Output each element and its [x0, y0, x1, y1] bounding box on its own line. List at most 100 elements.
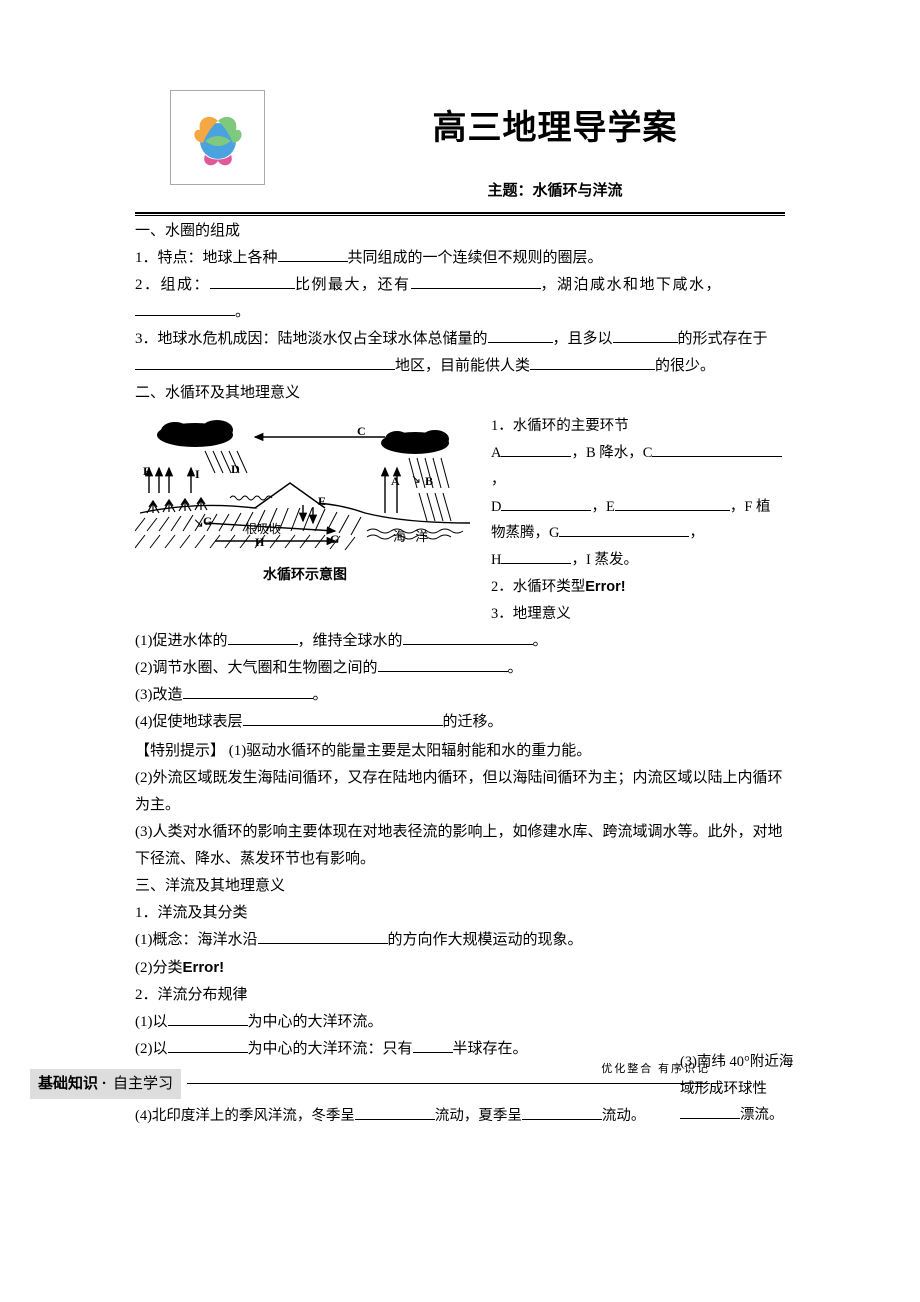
blank [355, 1105, 435, 1120]
diagram-caption: 水循环示意图 [135, 562, 475, 587]
cycle-line3: H ，I 蒸发。 [491, 547, 785, 574]
s3-p1-1: (1)概念：海洋水沿的方向作大规模运动的现象。 [135, 927, 785, 954]
s3-p2-1: (1)以为中心的大洋环流。 [135, 1009, 785, 1036]
text: 。 [533, 633, 548, 649]
tip-0: 【特别提示】 (1)驱动水循环的能量主要是太阳辐射能和水的重力能。 [135, 738, 785, 765]
text: 的形式存在于 [678, 331, 768, 347]
text: 漂流。 [740, 1107, 784, 1123]
sig-1: (1)促进水体的 ，维持全球水的 。 [135, 628, 785, 655]
svg-text:海 洋: 海 洋 [393, 529, 431, 544]
band-bold: 基础知识 [38, 1070, 98, 1097]
section-2-heading: 二、水循环及其地理意义 [135, 380, 785, 407]
blank [615, 496, 730, 511]
error-text: Error! [183, 959, 225, 976]
text: 流动。 [602, 1108, 646, 1124]
title-column: 高三地理导学案 主题：水循环与洋流 [305, 90, 805, 204]
text: 的很少。 [655, 358, 715, 374]
logo-icon [183, 103, 253, 173]
subtitle: 主题：水循环与洋流 [305, 177, 805, 204]
blank [403, 630, 533, 645]
cycle-text-column: 1．水循环的主要环节 A，B 降水，C， D，E，F 植物蒸腾，G， H，I 蒸… [491, 413, 785, 628]
dlabel-C: C [357, 424, 366, 438]
text: 2．组成： [135, 277, 210, 293]
blank [501, 496, 591, 511]
blank [210, 274, 295, 289]
text: ，维持全球水的 [298, 633, 403, 649]
band-thin: 自主学习 [113, 1070, 173, 1097]
blank [530, 355, 655, 370]
text: 3．地球水危机成因：陆地淡水仅占全球水体总储量的 [135, 331, 488, 347]
text: 共同组成的一个连续但不规则的圈层。 [348, 250, 603, 266]
text: ， [689, 525, 704, 541]
band-dot: · [102, 1070, 107, 1097]
blank [243, 711, 443, 726]
text: ，I 蒸发。 [571, 552, 637, 568]
text: 比例最大，还有 [295, 277, 411, 293]
band-label: 基础知识 · 自主学习 [30, 1069, 181, 1099]
sig-3: (3)改造。 [135, 682, 785, 709]
cycle-line2: D，E，F 植物蒸腾，G， [491, 494, 785, 548]
text: (3)改造 [135, 687, 183, 703]
dlabel-A: A [391, 474, 400, 488]
tip-1: (2)外流区域既发生海陆间循环，又存在陆地内循环，但以海陆间循环为主；内流区域以… [135, 765, 785, 819]
band-sub: 优化整合 有序识记 [601, 1060, 710, 1080]
text: (2)分类 [135, 960, 183, 976]
text: (1)促进水体的 [135, 633, 228, 649]
text: 半球存在。 [453, 1041, 528, 1057]
dlabel-D: D [231, 462, 240, 476]
blank [168, 1038, 248, 1053]
blank [680, 1105, 740, 1120]
blank [413, 1038, 453, 1053]
s1-q2b: 。 [135, 299, 785, 326]
text: 为中心的大洋环流。 [248, 1014, 383, 1030]
blank [411, 274, 541, 289]
text: 。 [235, 304, 250, 320]
text: ，B 降水，C [571, 445, 652, 461]
blank [378, 657, 508, 672]
s3-p1: 1．洋流及其分类 [135, 900, 785, 927]
blank [501, 443, 571, 458]
error-text: Error! [585, 579, 625, 595]
blank [488, 328, 553, 343]
s1-q3: 3．地球水危机成因：陆地淡水仅占全球水体总储量的，且多以的形式存在于地区，目前能… [135, 326, 785, 380]
tips-block: 【特别提示】 (1)驱动水循环的能量主要是太阳辐射能和水的重力能。 (2)外流区… [135, 738, 785, 873]
text: ，湖泊咸水和地下咸水， [541, 277, 723, 293]
blank [652, 443, 782, 458]
blank [168, 1011, 248, 1026]
blank [228, 630, 298, 645]
dlabel-B: B [425, 474, 433, 488]
cycle-t3: 3．地理意义 [491, 601, 785, 628]
header-rule [135, 212, 785, 216]
diagram-column: C F I D E ↘ G 根吸收 H G A ↘ B 海 洋 水循环示意图 [135, 413, 475, 587]
blank [522, 1105, 602, 1120]
text: A [491, 445, 501, 461]
cycle-t1: 1．水循环的主要环节 [491, 413, 785, 440]
dlabel-G: G [203, 514, 212, 528]
section-3-heading: 三、洋流及其地理意义 [135, 873, 785, 900]
text: ，且多以 [553, 331, 613, 347]
blank [258, 929, 388, 944]
text: 流动，夏季呈 [435, 1108, 522, 1124]
text: ，E [591, 499, 614, 515]
svg-text:根吸收: 根吸收 [245, 522, 281, 536]
dlabel-E: E [318, 494, 326, 508]
dlabel-F: F [143, 464, 150, 478]
text: H [491, 552, 501, 568]
text: D [491, 499, 501, 515]
sig-2: (2)调节水圈、大气圈和生物圈之间的。 [135, 655, 785, 682]
s1-q2: 2．组成： 比例最大，还有 ，湖泊咸水和地下咸水， [135, 272, 785, 299]
logo-container [170, 90, 265, 185]
text: 。 [508, 660, 523, 676]
footer-band: (3)南纬 40°附近海域形成环球性漂流。 基础知识 · 自主学习 优化整合 有… [0, 1069, 920, 1099]
s1-q1: 1．特点：地球上各种 共同组成的一个连续但不规则的圈层。 [135, 245, 785, 272]
blank [613, 328, 678, 343]
cycle-t2: 2．水循环类型Error! [491, 574, 785, 601]
text: 1．特点：地球上各种 [135, 250, 278, 266]
blank [501, 550, 571, 565]
section-1-heading: 一、水圈的组成 [135, 218, 785, 245]
sig-4: (4)促使地球表层的迁移。 [135, 709, 785, 736]
s3-p2: 2．洋流分布规律 [135, 982, 785, 1009]
text: 的迁移。 [443, 714, 503, 730]
blank [278, 247, 348, 262]
text: 的方向作大规模运动的现象。 [388, 932, 583, 948]
